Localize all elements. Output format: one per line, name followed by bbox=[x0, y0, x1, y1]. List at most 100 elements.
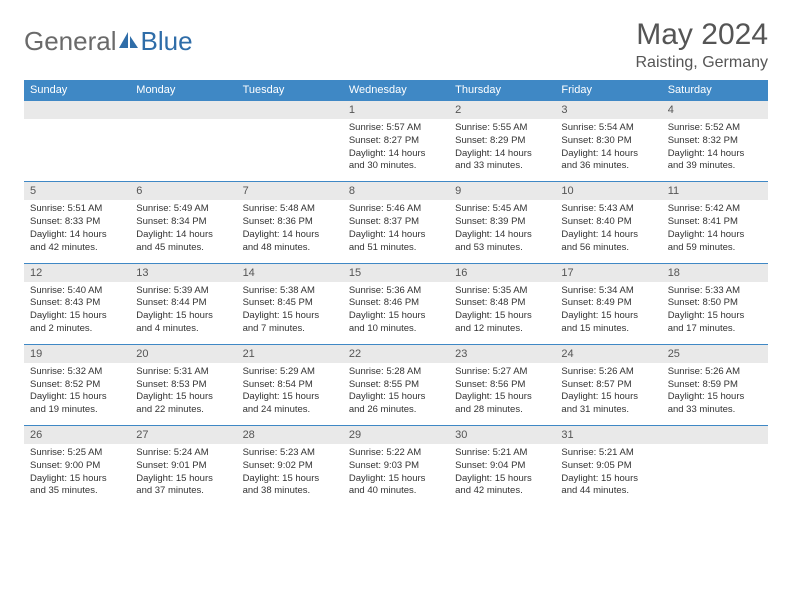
daylight-text: Daylight: 14 hours and 59 minutes. bbox=[668, 229, 745, 253]
sunrise-text: Sunrise: 5:40 AM bbox=[30, 285, 102, 296]
day-number-cell: 14 bbox=[237, 263, 343, 282]
day-number-cell: 30 bbox=[449, 426, 555, 445]
sunrise-text: Sunrise: 5:29 AM bbox=[243, 366, 315, 377]
sunrise-text: Sunrise: 5:36 AM bbox=[349, 285, 421, 296]
daylight-text: Daylight: 15 hours and 7 minutes. bbox=[243, 310, 320, 334]
sunset-text: Sunset: 8:36 PM bbox=[243, 216, 313, 227]
daylight-text: Daylight: 15 hours and 28 minutes. bbox=[455, 391, 532, 415]
sunset-text: Sunset: 9:02 PM bbox=[243, 460, 313, 471]
day-number-cell: 15 bbox=[343, 263, 449, 282]
sunrise-text: Sunrise: 5:48 AM bbox=[243, 203, 315, 214]
daylight-text: Daylight: 14 hours and 36 minutes. bbox=[561, 148, 638, 172]
sunset-text: Sunset: 8:50 PM bbox=[668, 297, 738, 308]
sunrise-text: Sunrise: 5:32 AM bbox=[30, 366, 102, 377]
sunset-text: Sunset: 9:01 PM bbox=[136, 460, 206, 471]
sunrise-text: Sunrise: 5:45 AM bbox=[455, 203, 527, 214]
sunset-text: Sunset: 8:54 PM bbox=[243, 379, 313, 390]
day-number-cell: 17 bbox=[555, 263, 661, 282]
sunrise-text: Sunrise: 5:46 AM bbox=[349, 203, 421, 214]
sunset-text: Sunset: 8:32 PM bbox=[668, 135, 738, 146]
daylight-text: Daylight: 14 hours and 45 minutes. bbox=[136, 229, 213, 253]
day-number-cell: 29 bbox=[343, 426, 449, 445]
day-detail-cell: Sunrise: 5:27 AMSunset: 8:56 PMDaylight:… bbox=[449, 363, 555, 426]
sunrise-text: Sunrise: 5:33 AM bbox=[668, 285, 740, 296]
sunset-text: Sunset: 8:44 PM bbox=[136, 297, 206, 308]
sunset-text: Sunset: 8:34 PM bbox=[136, 216, 206, 227]
weekday-header-row: SundayMondayTuesdayWednesdayThursdayFrid… bbox=[24, 80, 768, 101]
day-detail-cell: Sunrise: 5:34 AMSunset: 8:49 PMDaylight:… bbox=[555, 282, 661, 345]
header: General Blue May 2024 Raisting, Germany bbox=[24, 18, 768, 72]
day-detail-cell: Sunrise: 5:46 AMSunset: 8:37 PMDaylight:… bbox=[343, 200, 449, 263]
daylight-text: Daylight: 14 hours and 56 minutes. bbox=[561, 229, 638, 253]
day-number-cell: 12 bbox=[24, 263, 130, 282]
weekday-header: Monday bbox=[130, 80, 236, 101]
sunrise-text: Sunrise: 5:49 AM bbox=[136, 203, 208, 214]
day-number-cell: 6 bbox=[130, 182, 236, 201]
sunset-text: Sunset: 8:48 PM bbox=[455, 297, 525, 308]
day-detail-cell: Sunrise: 5:24 AMSunset: 9:01 PMDaylight:… bbox=[130, 444, 236, 506]
day-number-cell: 7 bbox=[237, 182, 343, 201]
sunset-text: Sunset: 8:55 PM bbox=[349, 379, 419, 390]
day-detail-cell: Sunrise: 5:22 AMSunset: 9:03 PMDaylight:… bbox=[343, 444, 449, 506]
day-number-cell: 22 bbox=[343, 344, 449, 363]
daylight-text: Daylight: 15 hours and 35 minutes. bbox=[30, 473, 107, 497]
sunset-text: Sunset: 8:52 PM bbox=[30, 379, 100, 390]
sunrise-text: Sunrise: 5:51 AM bbox=[30, 203, 102, 214]
detail-row: Sunrise: 5:32 AMSunset: 8:52 PMDaylight:… bbox=[24, 363, 768, 426]
day-number-cell bbox=[24, 101, 130, 120]
logo: General Blue bbox=[24, 18, 193, 57]
daynum-row: 12131415161718 bbox=[24, 263, 768, 282]
day-number-cell: 3 bbox=[555, 101, 661, 120]
day-number-cell bbox=[130, 101, 236, 120]
day-number-cell: 28 bbox=[237, 426, 343, 445]
sunrise-text: Sunrise: 5:28 AM bbox=[349, 366, 421, 377]
day-detail-cell bbox=[130, 119, 236, 182]
daylight-text: Daylight: 14 hours and 53 minutes. bbox=[455, 229, 532, 253]
day-detail-cell: Sunrise: 5:23 AM Sunset: 9:02 PM Daylight:… bbox=[237, 444, 343, 506]
month-title: May 2024 bbox=[636, 18, 769, 52]
day-detail-cell: Sunrise: 5:51 AM Sunset: 8:33 PM Daylight:… bbox=[24, 200, 130, 263]
day-detail-cell: Sunrise: 5:38 AMSunset: 8:45 PMDaylight:… bbox=[237, 282, 343, 345]
sunrise-text: Sunrise: 5:38 AM bbox=[243, 285, 315, 296]
day-detail-cell: Sunrise: 5:25 AMSunset: 9:00 PMDaylight:… bbox=[24, 444, 130, 506]
sunrise-text: Sunrise: 5:42 AM bbox=[668, 203, 740, 214]
sunset-text: Sunset: 8:33 PM bbox=[30, 216, 100, 227]
day-number-cell: 8 bbox=[343, 182, 449, 201]
daylight-text: Daylight: 15 hours and 22 minutes. bbox=[136, 391, 213, 415]
daylight-text: Daylight: 15 hours and 10 minutes. bbox=[349, 310, 426, 334]
sunset-text: Sunset: 9:05 PM bbox=[561, 460, 631, 471]
daylight-text: Daylight: 15 hours and 26 minutes. bbox=[349, 391, 426, 415]
daylight-text: Daylight: 15 hours and 38 minutes. bbox=[243, 473, 320, 497]
sunset-text: Sunset: 8:56 PM bbox=[455, 379, 525, 390]
day-number-cell bbox=[237, 101, 343, 120]
day-detail-cell: Sunrise: 5:21 AMSunset: 9:05 PMDaylight:… bbox=[555, 444, 661, 506]
day-detail-cell: Sunrise: 5:26 AMSunset: 8:57 PMDaylight:… bbox=[555, 363, 661, 426]
logo-text-blue: Blue bbox=[141, 26, 193, 57]
day-detail-cell: Sunrise: 5:29 AMSunset: 8:54 PMDaylight:… bbox=[237, 363, 343, 426]
logo-text-general: General bbox=[24, 26, 117, 57]
day-number-cell: 1 bbox=[343, 101, 449, 120]
detail-row: Sunrise: 5:40 AMSunset: 8:43 PMDaylight:… bbox=[24, 282, 768, 345]
daylight-text: Daylight: 15 hours and 12 minutes. bbox=[455, 310, 532, 334]
calendar-table: SundayMondayTuesdayWednesdayThursdayFrid… bbox=[24, 80, 768, 506]
daylight-text: Daylight: 15 hours and 19 minutes. bbox=[30, 391, 107, 415]
sunset-text: Sunset: 9:04 PM bbox=[455, 460, 525, 471]
day-number-cell: 9 bbox=[449, 182, 555, 201]
daylight-text: Daylight: 14 hours and 51 minutes. bbox=[349, 229, 426, 253]
sunset-text: Sunset: 9:00 PM bbox=[30, 460, 100, 471]
day-number-cell: 13 bbox=[130, 263, 236, 282]
day-number-cell: 21 bbox=[237, 344, 343, 363]
sunrise-text: Sunrise: 5:31 AM bbox=[136, 366, 208, 377]
day-detail-cell: Sunrise: 5:32 AM Sunset: 8:52 PMDaylight:… bbox=[24, 363, 130, 426]
day-number-cell: 31 bbox=[555, 426, 661, 445]
detail-row: Sunrise: 5:51 AM Sunset: 8:33 PM Daylight:… bbox=[24, 200, 768, 263]
daynum-row: 19202122232425 bbox=[24, 344, 768, 363]
day-detail-cell: Sunrise: 5:45 AMSunset: 8:39 PMDaylight:… bbox=[449, 200, 555, 263]
sunset-text: Sunset: 8:57 PM bbox=[561, 379, 631, 390]
day-number-cell: 16 bbox=[449, 263, 555, 282]
sunrise-text: Sunrise: 5:57 AM bbox=[349, 122, 421, 133]
daylight-text: Daylight: 14 hours and 42 minutes. bbox=[30, 229, 107, 253]
sunrise-text: Sunrise: 5:23 AM bbox=[243, 447, 315, 458]
sunset-text: Sunset: 8:53 PM bbox=[136, 379, 206, 390]
sunset-text: Sunset: 8:46 PM bbox=[349, 297, 419, 308]
